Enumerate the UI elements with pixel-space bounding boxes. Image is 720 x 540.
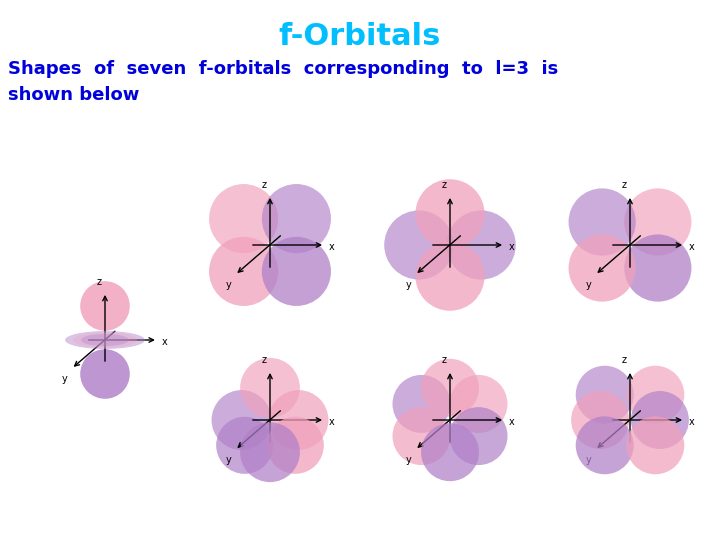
Text: y: y bbox=[225, 280, 231, 290]
Text: shown below: shown below bbox=[8, 86, 140, 104]
Text: z: z bbox=[622, 180, 627, 190]
Text: x: x bbox=[509, 242, 515, 252]
Text: z: z bbox=[442, 355, 447, 365]
Text: x: x bbox=[689, 242, 695, 252]
Ellipse shape bbox=[73, 333, 137, 348]
Circle shape bbox=[571, 391, 629, 449]
Text: x: x bbox=[689, 417, 695, 427]
Circle shape bbox=[415, 179, 485, 248]
Circle shape bbox=[569, 234, 636, 302]
Circle shape bbox=[269, 390, 328, 450]
Text: y: y bbox=[405, 455, 411, 465]
Text: x: x bbox=[509, 417, 515, 427]
Circle shape bbox=[631, 391, 689, 449]
Circle shape bbox=[449, 407, 508, 465]
Text: x: x bbox=[162, 337, 168, 347]
Text: z: z bbox=[442, 180, 447, 190]
Text: y: y bbox=[62, 374, 68, 384]
Circle shape bbox=[626, 366, 684, 424]
Circle shape bbox=[80, 281, 130, 331]
Circle shape bbox=[624, 188, 691, 255]
Text: y: y bbox=[585, 280, 591, 290]
Circle shape bbox=[576, 366, 634, 424]
Circle shape bbox=[262, 237, 331, 306]
Circle shape bbox=[449, 375, 508, 433]
Text: Shapes  of  seven  f-orbitals  corresponding  to  l=3  is: Shapes of seven f-orbitals corresponding… bbox=[8, 60, 558, 78]
Text: z: z bbox=[97, 277, 102, 287]
Circle shape bbox=[446, 211, 516, 280]
Text: x: x bbox=[329, 242, 335, 252]
Text: x: x bbox=[329, 417, 335, 427]
Circle shape bbox=[209, 237, 278, 306]
Circle shape bbox=[209, 184, 278, 253]
Circle shape bbox=[392, 375, 451, 433]
Text: f-Orbitals: f-Orbitals bbox=[279, 22, 441, 51]
Circle shape bbox=[384, 211, 454, 280]
Circle shape bbox=[624, 234, 691, 302]
Circle shape bbox=[626, 416, 684, 474]
Circle shape bbox=[267, 417, 324, 474]
Circle shape bbox=[80, 349, 130, 399]
Circle shape bbox=[262, 184, 331, 253]
Text: y: y bbox=[405, 280, 411, 290]
Text: z: z bbox=[262, 355, 267, 365]
Circle shape bbox=[569, 188, 636, 255]
Circle shape bbox=[421, 423, 479, 481]
Text: y: y bbox=[225, 455, 231, 465]
Circle shape bbox=[392, 407, 451, 465]
Circle shape bbox=[240, 422, 300, 482]
Text: z: z bbox=[262, 180, 267, 190]
Circle shape bbox=[240, 358, 300, 418]
Ellipse shape bbox=[65, 331, 145, 349]
Circle shape bbox=[576, 416, 634, 474]
Circle shape bbox=[415, 241, 485, 310]
Text: z: z bbox=[622, 355, 627, 365]
Text: y: y bbox=[585, 455, 591, 465]
Circle shape bbox=[421, 359, 479, 417]
Circle shape bbox=[212, 390, 271, 450]
Circle shape bbox=[216, 417, 273, 474]
Ellipse shape bbox=[81, 334, 129, 346]
